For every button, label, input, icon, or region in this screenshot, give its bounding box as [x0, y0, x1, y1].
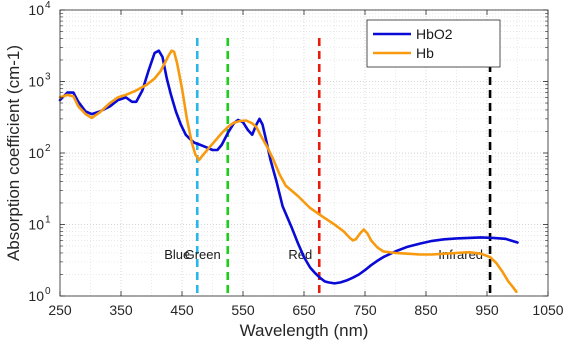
marker-label-green: Green [185, 247, 221, 262]
x-tick-label: 250 [48, 302, 72, 318]
x-tick-label: 650 [292, 302, 316, 318]
y-tick-label: 10 3 [28, 72, 51, 90]
y-tick-label: 10 2 [28, 143, 51, 161]
legend: HbO2 Hb [366, 19, 501, 68]
x-tick-label: 450 [170, 302, 194, 318]
x-tick-label: 850 [414, 302, 438, 318]
y-axis-label: Absorption coefficient (cm-1) [4, 45, 23, 261]
series-line-hbo2 [58, 49, 519, 285]
y-tick-label: 10 1 [28, 215, 51, 233]
x-tick-label: 750 [353, 302, 377, 318]
marker-label-infrared: Infrared [438, 247, 483, 262]
y-tick-exponent: 4 [45, 0, 51, 11]
y-tick-base: 10 [28, 145, 44, 161]
y-tick-base: 10 [28, 2, 44, 18]
marker-label-blue: Blue [164, 247, 190, 262]
series-line-hb [58, 49, 518, 293]
y-tick-label: 10 0 [28, 286, 51, 304]
y-tick-exponent: 1 [45, 215, 51, 226]
y-tick-exponent: 0 [45, 286, 51, 297]
marker-label-red: Red [288, 247, 312, 262]
x-tick-label: 1050 [532, 302, 563, 318]
x-axis-label: Wavelength (nm) [240, 321, 369, 340]
y-tick-exponent: 3 [45, 72, 51, 83]
legend-box [366, 19, 501, 68]
y-tick-base: 10 [28, 74, 44, 90]
y-tick-exponent: 2 [45, 143, 51, 154]
y-tick-label: 10 4 [28, 0, 51, 18]
legend-label-hb: Hb [416, 45, 434, 61]
x-tick-label: 550 [231, 302, 255, 318]
y-tick-base: 10 [28, 288, 44, 304]
x-tick-label: 350 [109, 302, 133, 318]
series-lines [58, 49, 519, 293]
x-tick-label: 950 [475, 302, 499, 318]
y-tick-base: 10 [28, 217, 44, 233]
legend-label-hbo2: HbO2 [416, 26, 453, 42]
